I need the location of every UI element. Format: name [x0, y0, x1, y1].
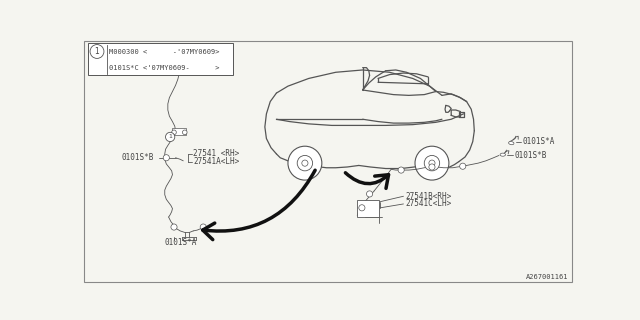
- Circle shape: [460, 163, 466, 169]
- Circle shape: [429, 160, 435, 166]
- Circle shape: [288, 146, 322, 180]
- Ellipse shape: [177, 59, 183, 63]
- Ellipse shape: [509, 141, 514, 145]
- Circle shape: [424, 156, 440, 171]
- Text: M000300 <      -'07MY0609>: M000300 < -'07MY0609>: [109, 49, 220, 55]
- Circle shape: [398, 167, 404, 173]
- Circle shape: [182, 130, 187, 135]
- Bar: [88, 43, 232, 75]
- Circle shape: [90, 44, 104, 59]
- Circle shape: [163, 155, 170, 161]
- Circle shape: [302, 160, 308, 166]
- Circle shape: [297, 156, 312, 171]
- Text: 0101S*B: 0101S*B: [515, 151, 547, 160]
- Ellipse shape: [500, 153, 506, 156]
- Circle shape: [367, 191, 372, 197]
- Text: 0101S*A: 0101S*A: [522, 137, 554, 146]
- Text: 1: 1: [168, 134, 172, 140]
- Bar: [172, 128, 186, 135]
- Circle shape: [172, 130, 176, 135]
- FancyArrowPatch shape: [203, 170, 315, 240]
- Circle shape: [200, 224, 206, 230]
- Circle shape: [429, 164, 435, 170]
- Circle shape: [166, 132, 175, 141]
- Text: 27541A<LH>: 27541A<LH>: [193, 157, 239, 166]
- FancyArrowPatch shape: [346, 173, 388, 188]
- Text: 27541B<RH>: 27541B<RH>: [405, 192, 451, 201]
- Text: 0101S*B: 0101S*B: [122, 153, 154, 162]
- Circle shape: [171, 224, 177, 230]
- Text: 0101S*A: 0101S*A: [164, 238, 197, 247]
- Text: A267001161: A267001161: [525, 274, 568, 280]
- Circle shape: [415, 146, 449, 180]
- Text: 27541 <RH>: 27541 <RH>: [193, 149, 239, 158]
- Text: 0101S*C <'07MY0609-      >: 0101S*C <'07MY0609- >: [109, 65, 220, 71]
- Circle shape: [359, 205, 365, 211]
- Bar: [357, 200, 379, 217]
- Text: 1: 1: [95, 47, 99, 56]
- Text: 27541C<LH>: 27541C<LH>: [405, 199, 451, 208]
